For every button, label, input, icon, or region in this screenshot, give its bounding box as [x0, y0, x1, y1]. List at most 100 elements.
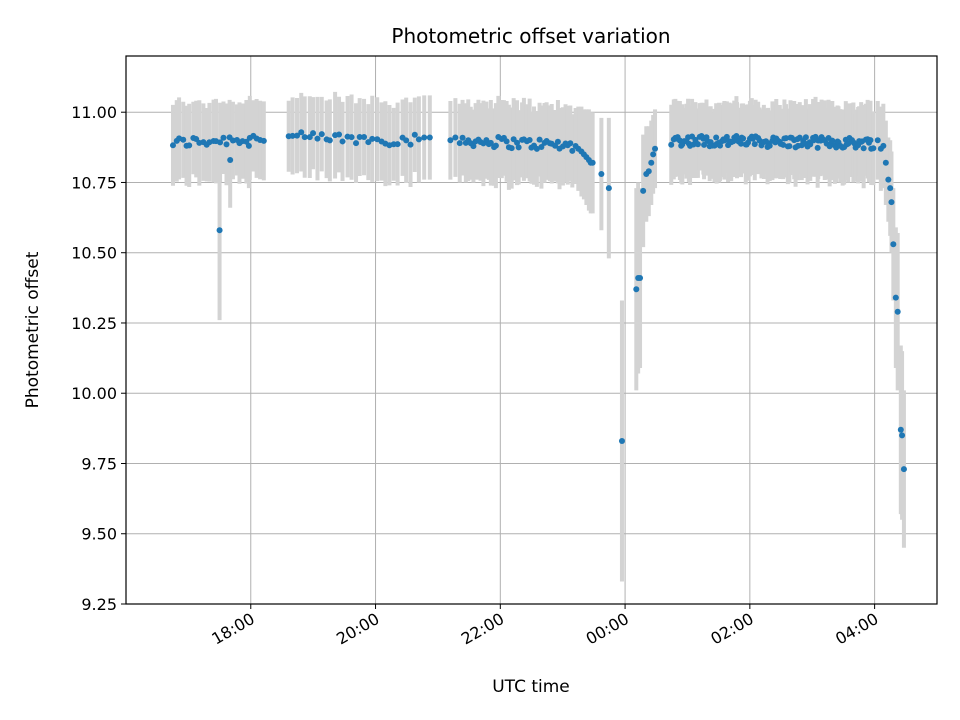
data-point [508, 145, 515, 152]
data-point [890, 241, 897, 248]
data-point [605, 185, 612, 192]
data-point [633, 286, 640, 293]
data-point [894, 308, 901, 315]
y-tick-label: 10.50 [71, 244, 117, 263]
data-point [314, 135, 321, 142]
data-point [598, 171, 605, 178]
data-point [701, 141, 708, 148]
data-point [567, 140, 574, 147]
data-point [652, 145, 659, 152]
y-tick-label: 11.00 [71, 103, 117, 122]
data-point [814, 144, 821, 151]
data-point [310, 130, 317, 137]
data-point [403, 137, 410, 144]
y-tick-label: 10.25 [71, 314, 117, 333]
data-point [487, 139, 494, 146]
data-point [713, 134, 720, 141]
y-axis-label: Photometric offset [23, 251, 43, 408]
data-point [867, 137, 874, 144]
data-point [294, 132, 301, 139]
data-point [786, 143, 793, 150]
data-points [169, 129, 907, 473]
data-point [415, 136, 422, 143]
data-point [640, 187, 647, 194]
data-point [447, 137, 454, 144]
y-tick-label: 9.75 [81, 454, 117, 473]
data-point [860, 145, 867, 152]
data-point [888, 199, 895, 206]
data-point [514, 139, 521, 146]
data-point [260, 137, 267, 144]
data-point [216, 227, 223, 234]
data-point [780, 141, 787, 148]
data-point [503, 138, 510, 145]
data-point [326, 137, 333, 144]
data-point [220, 134, 227, 141]
data-point [870, 145, 877, 152]
data-point [361, 134, 368, 141]
data-point [459, 134, 466, 141]
data-point [411, 131, 418, 138]
data-point [648, 159, 655, 166]
data-point [845, 140, 852, 147]
data-point [306, 134, 313, 141]
data-point [227, 156, 234, 163]
data-point [766, 142, 773, 149]
data-point [394, 141, 401, 148]
data-point [289, 132, 296, 139]
data-point [751, 141, 758, 148]
y-tick-label: 10.75 [71, 173, 117, 192]
data-point [887, 185, 894, 192]
data-point [452, 134, 459, 141]
data-point [243, 138, 250, 145]
data-point [515, 144, 522, 151]
y-axis-ticks: 9.25 9.50 9.75 10.00 10.25 10.50 10.75 11.00 [71, 103, 126, 614]
data-point [738, 140, 745, 147]
data-point [180, 136, 187, 143]
data-point [223, 141, 230, 148]
data-point [807, 141, 814, 148]
data-point [217, 139, 224, 146]
data-point [899, 432, 906, 439]
data-point [301, 134, 308, 141]
plot-frame [125, 55, 938, 605]
data-point [645, 168, 652, 175]
data-point [421, 134, 428, 141]
data-point [356, 134, 363, 141]
data-point [348, 134, 355, 141]
data-point [369, 135, 376, 142]
data-point [618, 438, 625, 445]
data-point [336, 131, 343, 138]
data-point [470, 143, 477, 150]
x-axis-label: UTC time [492, 677, 570, 697]
data-point [492, 142, 499, 149]
data-point [554, 138, 561, 145]
data-point [723, 133, 730, 140]
data-point [538, 144, 545, 151]
y-tick-label: 10.00 [71, 384, 117, 403]
data-point [885, 176, 892, 183]
data-point [569, 147, 576, 154]
data-point [650, 151, 657, 158]
data-point [783, 135, 790, 142]
data-point [882, 159, 889, 166]
y-tick-label: 9.50 [81, 525, 117, 544]
data-point [900, 466, 907, 473]
data-point [694, 141, 701, 148]
data-point [298, 129, 305, 136]
data-point [740, 135, 747, 142]
data-point [186, 142, 193, 149]
data-point [318, 131, 325, 138]
data-point [533, 145, 540, 152]
data-point [880, 142, 887, 149]
data-point [637, 275, 644, 282]
data-point [874, 137, 881, 144]
data-point [892, 294, 899, 301]
data-point [589, 159, 596, 166]
y-tick-label: 9.25 [81, 595, 117, 614]
data-point [802, 134, 809, 141]
data-point [456, 140, 463, 147]
data-point [426, 134, 433, 141]
data-point [339, 138, 346, 145]
